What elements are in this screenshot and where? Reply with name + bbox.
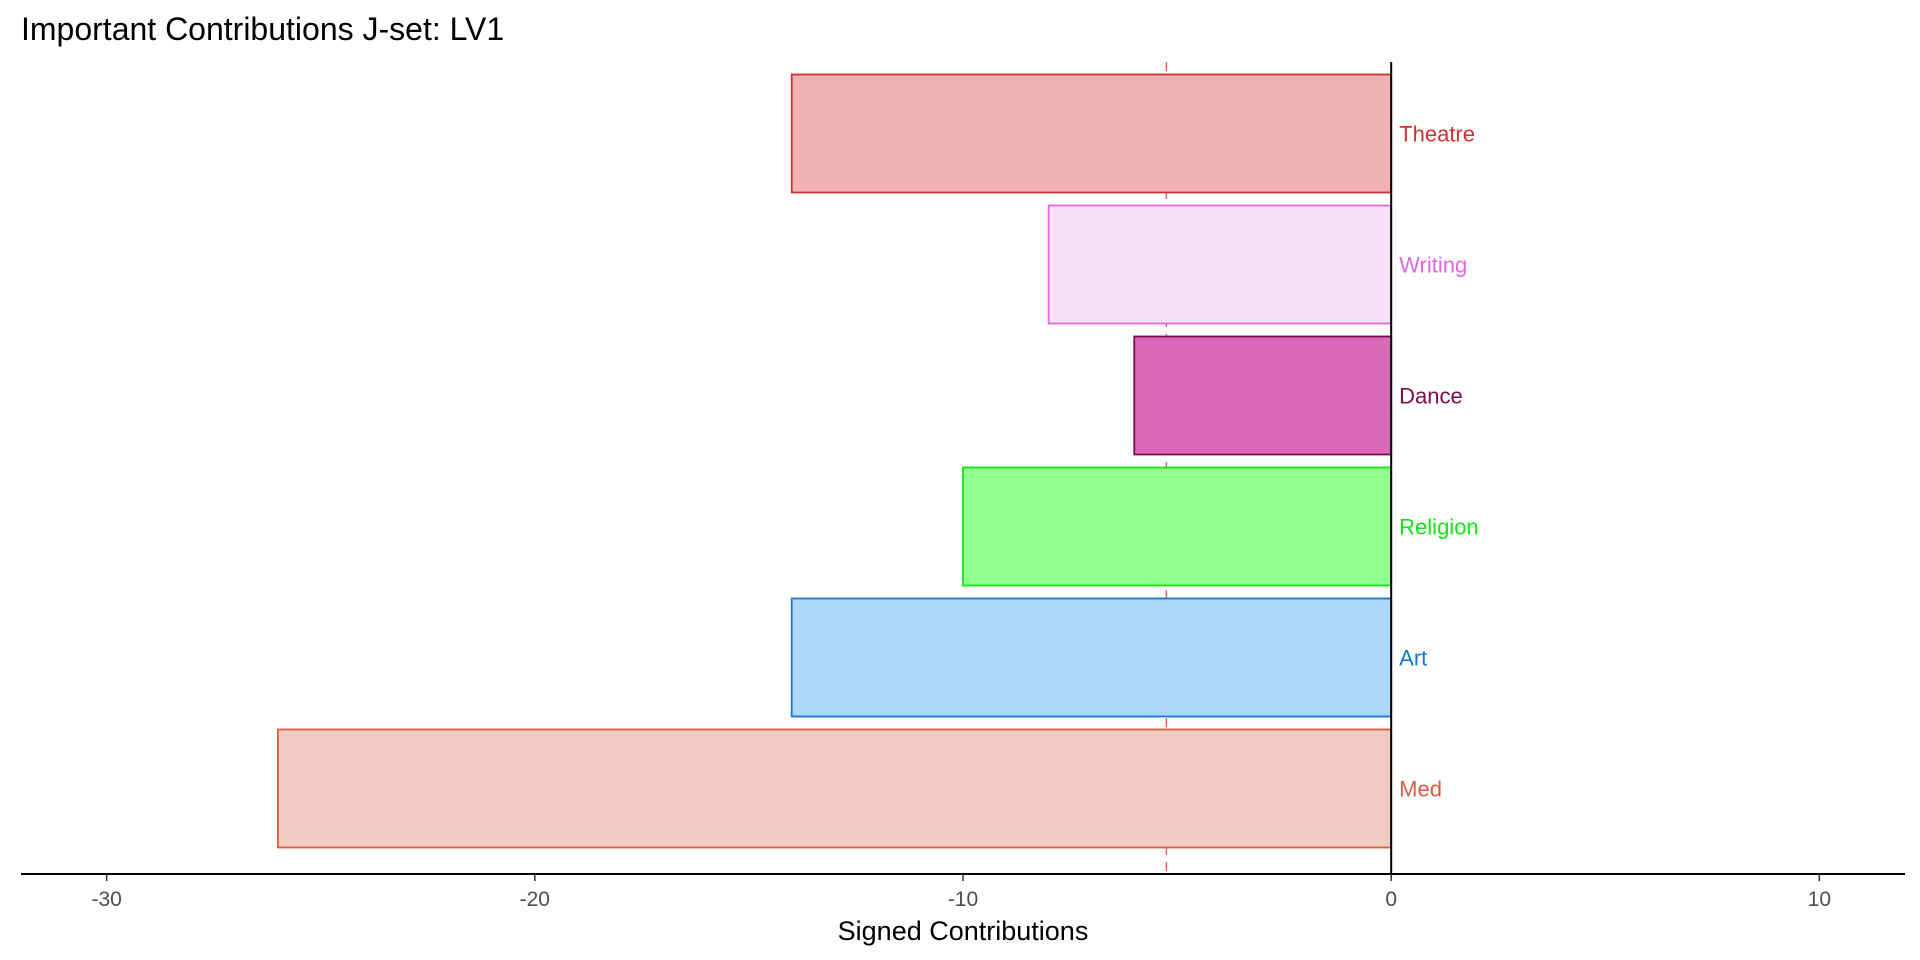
bars-layer: [277, 62, 1393, 874]
bar-label-theatre: Theatre: [1399, 122, 1475, 147]
bar-med: [277, 728, 1393, 849]
bar-label-med: Med: [1399, 777, 1442, 802]
bar-art: [790, 597, 1393, 718]
x-axis-label: Signed Contributions: [838, 916, 1089, 946]
x-tick-label: -30: [91, 888, 121, 911]
x-axis: -30 -20 -10 0 10: [21, 873, 1905, 911]
bar-label-dance: Dance: [1399, 384, 1463, 409]
bar-dance: [1133, 335, 1393, 456]
x-tick-label: -20: [520, 888, 550, 911]
bar-label-religion: Religion: [1399, 515, 1479, 540]
x-tick-label: 0: [1385, 888, 1397, 911]
bar-labels: Theatre Writing Dance Religion Art Med: [1399, 122, 1479, 802]
bar-religion: [962, 466, 1393, 587]
bar-writing: [1047, 204, 1393, 325]
x-tick-label: -10: [948, 888, 978, 911]
bar-label-writing: Writing: [1399, 253, 1467, 278]
chart-title: Important Contributions J-set: LV1: [21, 11, 504, 47]
bar-label-art: Art: [1399, 646, 1427, 671]
bar-theatre: [790, 73, 1393, 194]
x-tick-label: 10: [1808, 888, 1831, 911]
